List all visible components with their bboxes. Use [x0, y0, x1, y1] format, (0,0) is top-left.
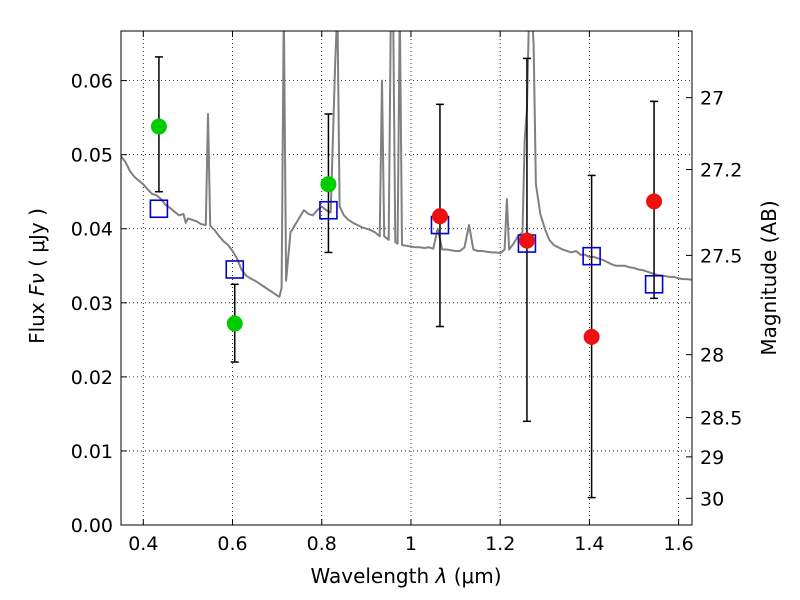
axes: 0.4 0.6 0.8 1 1.2 1.4 1.6 0.00 0.01 0.02 0.03 0.04 0… [71, 31, 742, 555]
model-square-marker [319, 200, 338, 220]
y2-tick-label: 28 [700, 345, 724, 367]
plot-frame [120, 30, 693, 526]
x-tick-label: 0.4 [128, 533, 158, 555]
y2-tick-label: 27 [700, 88, 724, 110]
x-axis-label: Wavelength λ (μm) [310, 564, 501, 588]
y-tick-label: 0.04 [71, 219, 113, 241]
plot-area [121, 31, 692, 298]
markers [149, 56, 664, 499]
observed-point [320, 176, 337, 193]
model-square-marker [582, 246, 601, 266]
spectrum-line [121, 31, 692, 298]
y2-axis-label: Magnitude (AB) [757, 200, 781, 355]
x-tick-label: 0.6 [217, 533, 247, 555]
observed-point [518, 232, 535, 249]
x-tick-label: 1.4 [574, 533, 604, 555]
observed-point [150, 118, 167, 135]
y-tick-label: 0.06 [71, 71, 113, 93]
observed-point [226, 315, 243, 332]
y2-tick-label: 27.2 [700, 159, 742, 181]
y-tick-label: 0.05 [71, 145, 113, 167]
y-axis-label: Flux Fν ( μJy ) [25, 208, 49, 344]
model-square-marker [149, 199, 169, 219]
x-tick-label: 1.6 [664, 533, 694, 555]
y-tick-label: 0.02 [71, 367, 113, 389]
y-tick-label: 0.01 [71, 441, 113, 463]
observed-point [646, 193, 663, 210]
y2-tick-label: 30 [700, 488, 724, 510]
y2-tick-label: 29 [700, 447, 724, 469]
model-square-marker [644, 274, 664, 294]
model-square-marker [225, 260, 245, 279]
y2-tick-label: 27.5 [700, 245, 742, 267]
y2-tick-label: 28.5 [700, 408, 742, 430]
observed-point [431, 208, 448, 225]
y-tick-label: 0.03 [71, 293, 113, 315]
observed-point [583, 328, 600, 345]
x-tick-label: 1 [405, 533, 417, 555]
y-tick-label: 0.00 [71, 515, 113, 537]
x-tick-label: 0.8 [307, 533, 337, 555]
x-tick-label: 1.2 [485, 533, 515, 555]
